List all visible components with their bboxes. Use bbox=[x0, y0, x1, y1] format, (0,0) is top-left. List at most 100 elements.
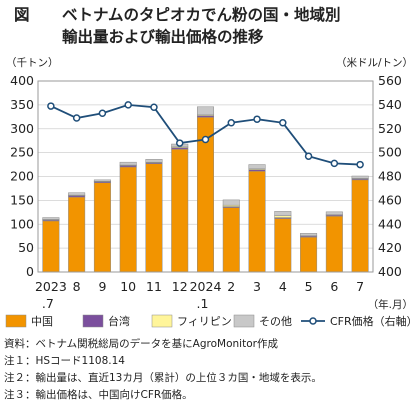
price-point bbox=[150, 103, 158, 112]
y-right-tick-label: 420 bbox=[378, 240, 402, 255]
y-right-tick-label: 540 bbox=[378, 97, 402, 112]
bar-segment bbox=[93, 179, 111, 182]
x-tick-label: 2024 bbox=[190, 279, 222, 294]
y-right-tick-label: 440 bbox=[378, 216, 402, 231]
legend-item: 中国 bbox=[5, 314, 53, 328]
y-left-unit: （千トン） bbox=[6, 57, 59, 69]
note-3: 注３：輸出価格は、中国向けCFR価格。 bbox=[4, 388, 193, 401]
y-right-tick-label: 400 bbox=[378, 264, 402, 279]
title-line-2: 輸出量および輸出価格の推移 bbox=[62, 27, 264, 46]
legend: 中国 台湾 フィリピン その他 CFR価格（右軸） bbox=[5, 314, 418, 328]
y-left-tick-label: 200 bbox=[10, 169, 34, 184]
x-tick-label: 8 bbox=[73, 279, 81, 294]
bar-segment bbox=[145, 159, 163, 163]
legend-label: フィリピン bbox=[177, 315, 232, 328]
y-left-tick-label: 350 bbox=[10, 97, 34, 112]
plot-frame bbox=[37, 80, 374, 273]
title-line-1: ベトナムのタピオカでん粉の国・地域別 bbox=[62, 5, 341, 24]
bar-segment bbox=[248, 164, 266, 170]
y-left-tick-label: 250 bbox=[10, 145, 34, 160]
x-tick-label: 10 bbox=[120, 279, 136, 294]
bar-segment bbox=[325, 215, 343, 273]
plot-area: 0 50 100 150 200 250 300 350 400 400 420 440 460 480 5… bbox=[10, 73, 402, 279]
price-point bbox=[72, 114, 81, 122]
bar-segment bbox=[42, 217, 60, 220]
notes: 資料：ベトナム関税総局のデータを基にAgroMonitor作成 注１：HSコード… bbox=[4, 337, 322, 401]
x-tick-sublabel: .1 bbox=[197, 296, 209, 311]
x-tick-sublabel: .7 bbox=[42, 296, 54, 311]
y-left-tick-label: 400 bbox=[10, 73, 34, 88]
y-right-tick-label: 520 bbox=[378, 121, 402, 136]
bar-segment bbox=[42, 220, 60, 273]
price-point bbox=[175, 139, 184, 147]
legend-label: 台湾 bbox=[108, 314, 130, 328]
y-right-tick-label: 480 bbox=[378, 169, 402, 184]
legend-item: その他 bbox=[233, 314, 292, 328]
x-tick-label: 12 bbox=[172, 279, 188, 294]
legend-marker bbox=[309, 317, 317, 325]
price-point bbox=[253, 115, 261, 123]
legend-label: その他 bbox=[259, 315, 292, 328]
x-axis-unit: （年.月） bbox=[368, 298, 413, 311]
legend-item: 台湾 bbox=[82, 314, 130, 328]
bar-segment bbox=[222, 207, 240, 273]
note-2: 注２：輸出量は、直近13カ月（累計）の上位３カ国・地域を表示。 bbox=[4, 371, 322, 384]
x-axis: 2023 .7 8 9 10 11 12 2024 .1 2 3 4 5 6 7 （年.月） bbox=[35, 279, 413, 311]
bar-segment bbox=[274, 211, 292, 216]
bar-segment bbox=[68, 192, 86, 196]
price-point bbox=[304, 152, 313, 160]
x-tick-label: 9 bbox=[98, 279, 106, 294]
x-tick-label: 2023 bbox=[35, 279, 67, 294]
bar-segment bbox=[300, 233, 318, 236]
legend-swatch bbox=[151, 314, 173, 328]
price-point bbox=[279, 119, 287, 127]
note-source: 資料：ベトナム関税総局のデータを基にAgroMonitor作成 bbox=[4, 337, 278, 350]
y-right-tick-label: 560 bbox=[378, 73, 402, 88]
x-tick-label: 7 bbox=[356, 279, 364, 294]
bar-segment bbox=[93, 182, 111, 273]
bar-segment bbox=[351, 175, 369, 179]
price-point bbox=[98, 109, 107, 117]
bar-segment bbox=[351, 179, 369, 273]
y-left-tick-label: 50 bbox=[18, 240, 34, 255]
figure-label: 図 bbox=[14, 6, 30, 24]
bar-segment bbox=[171, 149, 189, 273]
x-tick-label: 3 bbox=[253, 279, 261, 294]
price-point bbox=[227, 119, 236, 127]
legend-item: フィリピン bbox=[151, 314, 232, 328]
bar-segment bbox=[197, 106, 214, 116]
x-tick-label: 6 bbox=[330, 279, 338, 294]
bar-segment bbox=[325, 211, 343, 215]
price-point bbox=[47, 102, 55, 110]
bar-segment bbox=[145, 163, 163, 273]
bar-segment bbox=[222, 199, 240, 206]
legend-swatch bbox=[5, 314, 27, 328]
bar-segment bbox=[274, 218, 292, 273]
bar-segment bbox=[248, 170, 266, 273]
x-tick-label: 11 bbox=[146, 279, 162, 294]
bar-segment bbox=[119, 161, 137, 166]
x-tick-label: 5 bbox=[305, 279, 313, 294]
price-point bbox=[330, 159, 339, 168]
y-left-tick-label: 300 bbox=[10, 121, 34, 136]
price-point bbox=[356, 160, 364, 169]
y-right-tick-label: 460 bbox=[378, 192, 402, 207]
legend-label: CFR価格（右軸） bbox=[330, 314, 418, 328]
y-left-tick-label: 0 bbox=[26, 264, 34, 279]
bar-segment bbox=[119, 166, 137, 273]
y-right-tick-label: 500 bbox=[378, 145, 402, 160]
price-point bbox=[124, 101, 132, 109]
bar-segment bbox=[274, 215, 292, 218]
legend-swatch bbox=[233, 314, 255, 328]
bar-segment bbox=[300, 236, 318, 273]
bar-segment bbox=[68, 196, 86, 273]
note-1: 注１：HSコード1108.14 bbox=[4, 354, 125, 367]
y-left-tick-label: 100 bbox=[10, 216, 34, 231]
legend-label: 中国 bbox=[31, 315, 53, 328]
x-tick-label: 4 bbox=[279, 279, 287, 294]
y-right-unit: （米ドル/トン） bbox=[336, 56, 413, 69]
y-left-tick-label: 150 bbox=[10, 192, 34, 207]
legend-swatch bbox=[82, 314, 104, 328]
